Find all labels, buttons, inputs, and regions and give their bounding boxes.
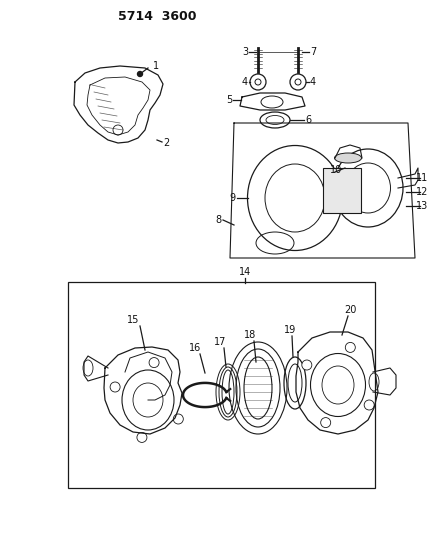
Circle shape bbox=[364, 400, 374, 410]
Ellipse shape bbox=[335, 153, 362, 163]
Text: 14: 14 bbox=[239, 267, 251, 277]
Text: 20: 20 bbox=[344, 305, 356, 315]
Circle shape bbox=[302, 360, 312, 370]
Circle shape bbox=[137, 432, 147, 442]
Circle shape bbox=[345, 342, 355, 352]
Text: 3: 3 bbox=[242, 47, 248, 57]
Text: 13: 13 bbox=[416, 201, 428, 211]
Circle shape bbox=[149, 358, 159, 368]
Text: 11: 11 bbox=[416, 173, 428, 183]
Text: 10: 10 bbox=[330, 165, 342, 175]
Text: 17: 17 bbox=[214, 337, 226, 347]
Text: 15: 15 bbox=[127, 315, 139, 325]
Text: 2: 2 bbox=[163, 138, 169, 148]
Text: 4: 4 bbox=[242, 77, 248, 87]
Text: 1: 1 bbox=[153, 61, 159, 71]
Bar bbox=[68, 282, 375, 488]
Text: 4: 4 bbox=[310, 77, 316, 87]
Text: 6: 6 bbox=[305, 115, 311, 125]
Text: 18: 18 bbox=[244, 330, 256, 340]
Text: 19: 19 bbox=[284, 325, 296, 335]
Text: 5714  3600: 5714 3600 bbox=[118, 10, 196, 22]
Circle shape bbox=[173, 414, 183, 424]
Text: 7: 7 bbox=[310, 47, 316, 57]
Text: 9: 9 bbox=[230, 193, 236, 203]
Text: 16: 16 bbox=[189, 343, 201, 353]
Bar bbox=[323, 168, 361, 213]
Text: 12: 12 bbox=[416, 187, 428, 197]
Text: 8: 8 bbox=[216, 215, 222, 225]
Circle shape bbox=[137, 71, 143, 77]
Text: 5: 5 bbox=[226, 95, 232, 105]
Circle shape bbox=[110, 382, 120, 392]
Circle shape bbox=[321, 417, 331, 427]
